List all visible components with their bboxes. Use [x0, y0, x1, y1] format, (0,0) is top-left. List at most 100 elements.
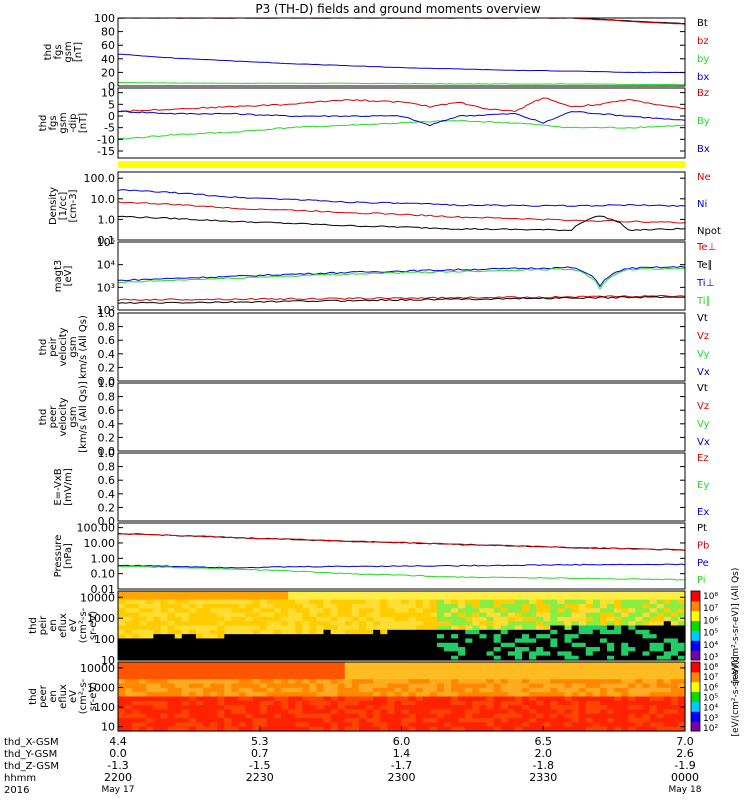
spectrogram-cell	[578, 687, 587, 693]
spectrogram-cell	[677, 642, 686, 648]
spectrogram-cell	[188, 625, 197, 631]
spectrogram-cell	[387, 625, 396, 631]
spectrogram-cell	[521, 679, 530, 685]
spectrogram-cell	[486, 683, 495, 689]
spectrogram-cell	[160, 726, 169, 732]
spectrogram-cell	[677, 612, 686, 618]
spectrogram-cell	[642, 726, 651, 732]
spectrogram-cell	[181, 651, 190, 657]
spectrogram-cell	[252, 705, 261, 711]
spectrogram-cell	[217, 629, 225, 635]
y-label-line: thd	[28, 617, 39, 634]
spectrogram-cell	[578, 591, 587, 596]
spectrogram-cell	[309, 621, 318, 627]
colorbar-segment	[691, 610, 700, 622]
spectrogram-cell	[387, 634, 396, 640]
colorbar-tick-label: 10⁷	[703, 673, 718, 683]
spectrogram-cell	[599, 638, 608, 644]
spectrogram-cell	[429, 705, 438, 711]
spectrogram-cell	[351, 726, 360, 732]
spectrogram-cell	[557, 666, 566, 672]
spectrogram-cell	[181, 616, 190, 622]
spectrogram-cell	[465, 655, 473, 661]
spectrogram-cell	[266, 666, 275, 672]
spectrogram-cell	[387, 679, 396, 685]
spectrogram-cell	[373, 612, 381, 618]
spectrogram-cell	[614, 666, 622, 672]
spectrogram-cell	[621, 696, 629, 702]
spectrogram-cell	[670, 666, 679, 672]
spectrogram-cell	[599, 651, 608, 657]
spectrogram-cell	[224, 629, 232, 635]
spectrogram-cell	[550, 674, 559, 680]
spectrogram-cell	[259, 629, 268, 635]
spectrogram-cell	[514, 599, 523, 605]
spectrogram-cell	[465, 642, 473, 648]
spectrogram-cell	[663, 608, 672, 614]
spectrogram-cell	[500, 625, 509, 631]
spectrogram-cell	[344, 634, 353, 640]
spectrogram-cell	[224, 625, 232, 631]
spectrogram-cell	[118, 599, 126, 605]
spectrogram-cell	[316, 713, 325, 719]
spectrogram-cell	[132, 603, 140, 609]
spectrogram-cell	[217, 625, 225, 631]
spectrogram-cell	[373, 621, 381, 627]
spectrogram-cell	[245, 621, 254, 627]
spectrogram-cell	[366, 651, 374, 657]
spectrogram-cell	[302, 713, 310, 719]
spectrogram-cell	[677, 621, 686, 627]
spectrogram-cell	[302, 599, 310, 605]
spectrogram-cell	[309, 662, 318, 667]
spectrogram-cell	[139, 616, 147, 622]
spectrogram-cell	[592, 625, 601, 631]
spectrogram-cell	[224, 705, 232, 711]
spectrogram-cell	[479, 651, 488, 657]
spectrogram-cell	[628, 621, 636, 627]
spectrogram-cell	[167, 616, 176, 622]
spectrogram-cell	[309, 608, 318, 614]
spectrogram-cell	[358, 647, 367, 652]
spectrogram-cell	[507, 599, 516, 605]
spectrogram-cell	[578, 616, 587, 622]
spectrogram-cell	[401, 655, 410, 661]
spectrogram-cell	[649, 608, 658, 614]
spectrogram-cell	[592, 722, 601, 728]
spectrogram-cell	[599, 670, 608, 676]
spectrogram-cell	[203, 612, 211, 618]
spectrogram-cell	[344, 591, 353, 596]
spectrogram-cell	[118, 705, 126, 711]
spectrogram-cell	[621, 638, 629, 644]
spectrogram-cell	[323, 599, 332, 605]
spectrogram-cell	[302, 718, 310, 723]
spectrogram-cell	[358, 692, 367, 698]
spectrogram-cell	[436, 608, 445, 614]
spectrogram-cell	[295, 599, 303, 605]
spectrogram-cell	[635, 679, 644, 685]
spectrogram-cell	[203, 616, 211, 622]
spectrogram-cell	[521, 666, 530, 672]
spectrogram-cell	[153, 651, 162, 657]
spectrogram-cell	[132, 709, 140, 715]
spectrogram-cell	[670, 679, 679, 685]
spectrogram-cell	[536, 599, 544, 605]
spectrogram-cell	[422, 629, 431, 635]
spectrogram-cell	[507, 662, 516, 667]
legend-entry-Vx: Vx	[697, 367, 710, 378]
spectrogram-cell	[139, 608, 147, 614]
spectrogram-cell	[358, 696, 367, 702]
spectrogram-cell	[401, 642, 410, 648]
spectrogram-cell	[288, 651, 296, 657]
spectrogram-cell	[614, 591, 622, 596]
spectrogram-cell	[635, 683, 644, 689]
spectrogram-cell	[316, 696, 325, 702]
spectrogram-cell	[564, 616, 573, 622]
spectrogram-cell	[557, 655, 566, 661]
spectrogram-cell	[628, 679, 636, 685]
spectrogram-cell	[323, 722, 332, 728]
spectrogram-cell	[203, 726, 211, 732]
spectrogram-cell	[245, 608, 254, 614]
spectrogram-cell	[330, 642, 339, 648]
spectrogram-cell	[472, 718, 481, 723]
spectrogram-cell	[444, 692, 452, 698]
